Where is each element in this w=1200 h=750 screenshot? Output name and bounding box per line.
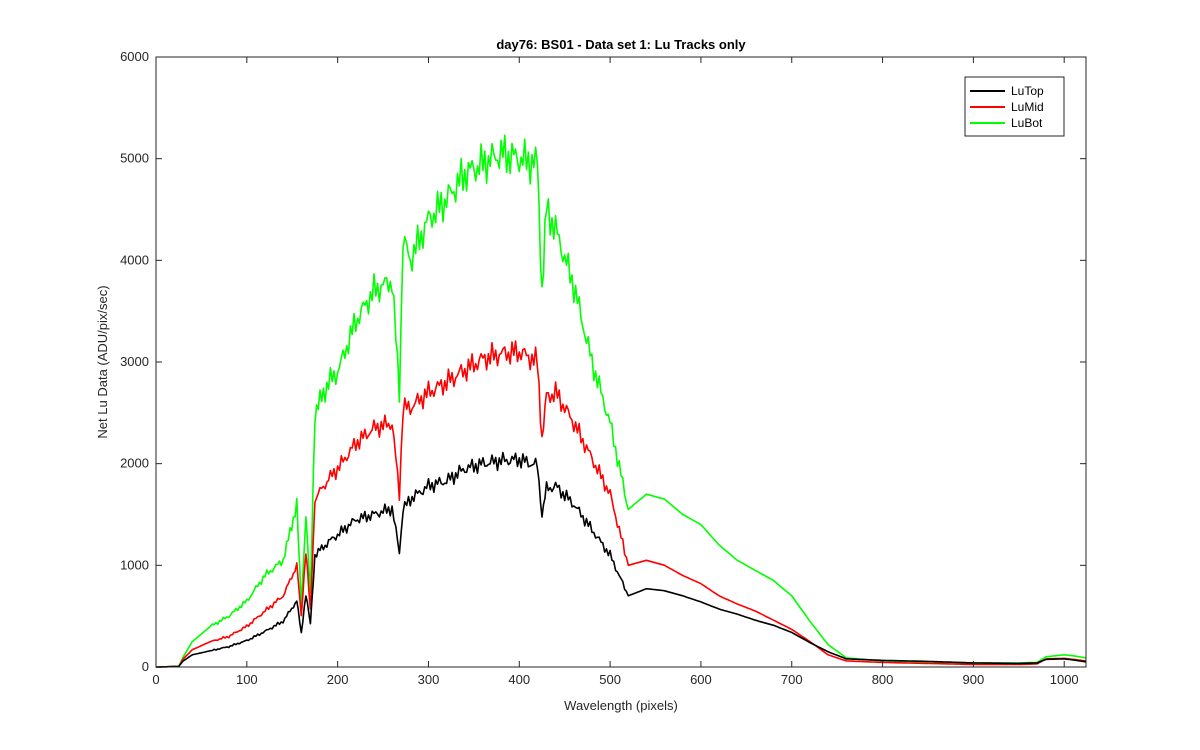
legend-label-lutop: LuTop [1011,84,1044,98]
x-tick-label: 600 [690,672,712,687]
x-tick-label: 0 [152,672,159,687]
chart-title: day76: BS01 - Data set 1: Lu Tracks only [496,37,746,52]
x-tick-label: 900 [963,672,985,687]
x-tick-label: 700 [781,672,803,687]
series-line-lumid [156,340,1087,668]
y-tick-label: 3000 [120,354,149,369]
x-tick-label: 200 [327,672,349,687]
axis-ticks: 0 100 200 300 400 500 600 700 800 900 1000 0 1000 200… [120,49,1086,687]
y-tick-label: 4000 [120,252,149,267]
y-tick-label: 5000 [120,151,149,166]
y-tick-label: 6000 [120,49,149,64]
series-line-lutop [156,451,1087,668]
x-tick-label: 100 [236,672,258,687]
series-lines [156,134,1087,668]
legend: LuTop LuMid LuBot [964,76,1065,137]
x-tick-label: 400 [508,672,530,687]
y-axis-label: Net Lu Data (ADU/pix/sec) [95,285,110,438]
y-tick-label: 0 [142,659,149,674]
x-tick-label: 500 [599,672,621,687]
x-tick-label: 800 [872,672,894,687]
plot-area [156,57,1086,667]
x-tick-label: 300 [418,672,440,687]
x-tick-label: 1000 [1050,672,1079,687]
x-axis-label: Wavelength (pixels) [564,698,678,713]
y-tick-label: 1000 [120,557,149,572]
y-tick-label: 2000 [120,456,149,471]
legend-label-lumid: LuMid [1011,100,1044,114]
legend-label-lubot: LuBot [1011,116,1043,130]
